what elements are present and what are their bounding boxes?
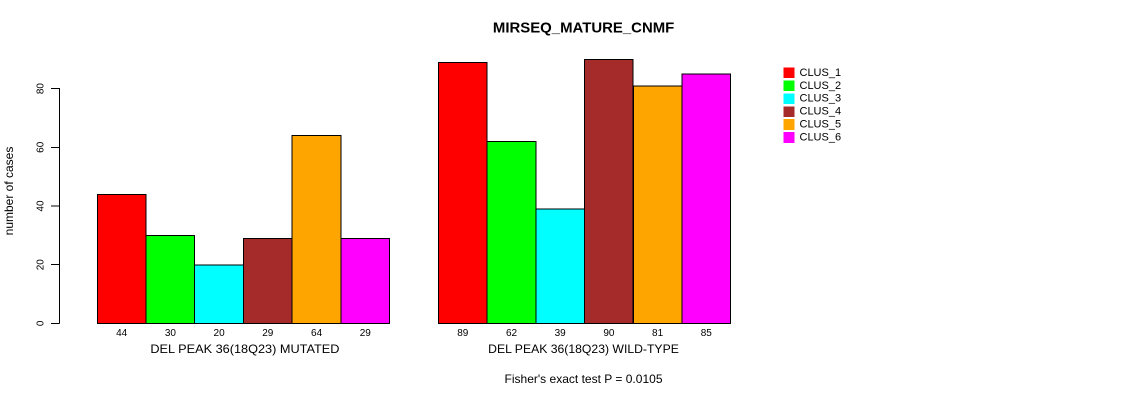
svg-text:60: 60 bbox=[36, 141, 47, 153]
svg-text:62: 62 bbox=[506, 328, 518, 339]
svg-text:81: 81 bbox=[652, 328, 664, 339]
svg-text:DEL PEAK 36(18Q23) WILD-TYPE: DEL PEAK 36(18Q23) WILD-TYPE bbox=[488, 342, 679, 356]
svg-text:64: 64 bbox=[311, 328, 323, 339]
svg-text:CLUS_3: CLUS_3 bbox=[800, 93, 842, 105]
svg-text:30: 30 bbox=[165, 328, 177, 339]
svg-text:44: 44 bbox=[116, 328, 128, 339]
svg-text:89: 89 bbox=[457, 328, 469, 339]
svg-text:29: 29 bbox=[360, 328, 372, 339]
svg-text:20: 20 bbox=[214, 328, 226, 339]
svg-text:CLUS_1: CLUS_1 bbox=[800, 67, 842, 79]
svg-text:29: 29 bbox=[262, 328, 274, 339]
svg-text:MIRSEQ_MATURE_CNMF: MIRSEQ_MATURE_CNMF bbox=[493, 19, 674, 36]
svg-text:39: 39 bbox=[555, 328, 567, 339]
svg-text:85: 85 bbox=[701, 328, 713, 339]
svg-text:80: 80 bbox=[36, 83, 47, 95]
svg-text:40: 40 bbox=[36, 200, 47, 212]
svg-text:CLUS_4: CLUS_4 bbox=[800, 106, 842, 118]
svg-text:CLUS_6: CLUS_6 bbox=[800, 132, 842, 144]
svg-text:90: 90 bbox=[603, 328, 615, 339]
svg-text:Fisher's exact test P = 0.0105: Fisher's exact test P = 0.0105 bbox=[505, 372, 663, 386]
svg-text:number of cases: number of cases bbox=[2, 147, 16, 236]
svg-text:CLUS_5: CLUS_5 bbox=[800, 119, 842, 131]
svg-text:0: 0 bbox=[36, 320, 47, 326]
svg-text:DEL PEAK 36(18Q23) MUTATED: DEL PEAK 36(18Q23) MUTATED bbox=[150, 342, 339, 356]
svg-text:CLUS_2: CLUS_2 bbox=[800, 80, 842, 92]
svg-text:20: 20 bbox=[36, 259, 47, 271]
